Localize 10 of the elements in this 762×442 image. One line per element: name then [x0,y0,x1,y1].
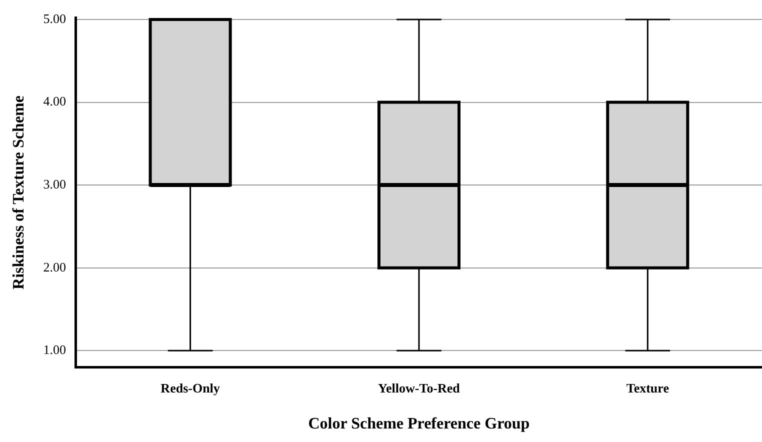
x-tick-label: Texture [626,380,670,396]
y-tick-label: 4.00 [43,94,66,109]
y-tick-label: 2.00 [43,259,66,274]
x-tick-label: Reds-Only [160,380,220,396]
x-tick-label: Yellow-To-Red [378,380,461,396]
y-axis-title: Riskiness of Texture Scheme [10,96,28,290]
y-tick-label: 5.00 [43,10,66,26]
y-tick-label: 3.00 [43,176,66,192]
x-axis-title: Color Scheme Preference Group [308,416,530,433]
y-tick-label: 1.00 [43,342,66,358]
